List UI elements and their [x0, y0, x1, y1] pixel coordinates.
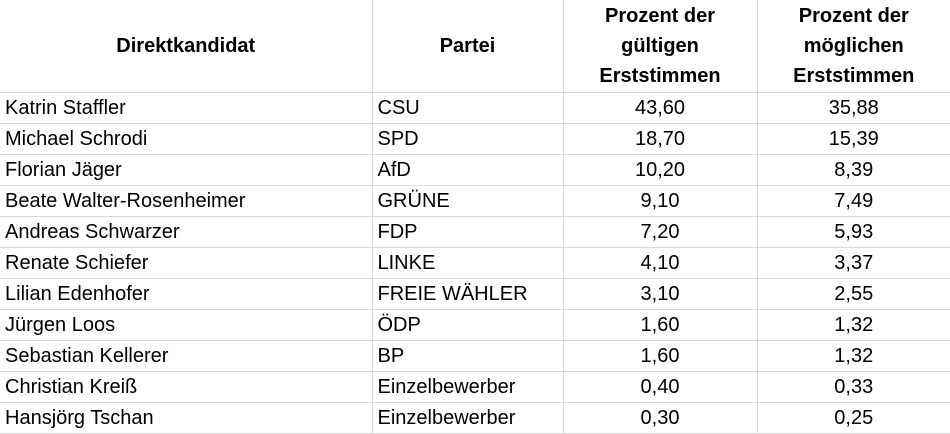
number-cell: 15,39 — [756, 122, 950, 155]
number-cell: 1,32 — [756, 308, 950, 341]
text-cell: Katrin Staffler — [0, 91, 373, 124]
header-text: Partei — [439, 34, 496, 57]
table-row: Lilian Edenhofer FREIE WÄHLER 3,10 2,55 — [0, 277, 950, 310]
header-row: Direktkandidat Partei Prozent der gültigen… — [0, 0, 950, 93]
text-cell: Florian Jäger — [0, 153, 373, 186]
table-row: Beate Walter-Rosenheimer GRÜNE 9,10 7,49 — [0, 184, 950, 217]
number-cell: 1,32 — [756, 339, 950, 372]
text-cell: LINKE — [371, 246, 564, 279]
number-cell: 0,25 — [756, 401, 950, 434]
text-cell: FREIE WÄHLER — [371, 277, 564, 310]
number-cell: 43,60 — [562, 91, 758, 124]
number-cell: 7,20 — [562, 215, 758, 248]
column-header: Prozent der gültigen Erststimmen — [562, 0, 758, 93]
number-cell: 35,88 — [756, 91, 950, 124]
text-cell: AfD — [371, 153, 564, 186]
text-cell: Beate Walter-Rosenheimer — [0, 184, 373, 217]
column-header: Partei — [371, 0, 564, 93]
table-row: Sebastian Kellerer BP 1,60 1,32 — [0, 339, 950, 372]
table-row: Michael Schrodi SPD 18,70 15,39 — [0, 122, 950, 155]
number-cell: 0,33 — [756, 370, 950, 403]
number-cell: 18,70 — [562, 122, 758, 155]
text-cell: Hansjörg Tschan — [0, 401, 373, 434]
number-cell: 1,60 — [562, 339, 758, 372]
text-cell: Renate Schiefer — [0, 246, 373, 279]
table-body: Katrin Staffler CSU 43,60 35,88 Michael Schr… — [0, 91, 950, 434]
column-header: Prozent der möglichen Erststimmen — [756, 0, 950, 93]
table-row: Florian Jäger AfD 10,20 8,39 — [0, 153, 950, 186]
text-cell: CSU — [371, 91, 564, 124]
text-cell: Lilian Edenhofer — [0, 277, 373, 310]
header-text: Prozent der gültigen Erststimmen — [599, 4, 721, 87]
text-cell: Jürgen Loos — [0, 308, 373, 341]
number-cell: 3,37 — [756, 246, 950, 279]
text-cell: GRÜNE — [371, 184, 564, 217]
number-cell: 4,10 — [562, 246, 758, 279]
table-row: Christian Kreiß Einzelbewerber 0,40 0,33 — [0, 370, 950, 403]
text-cell: Einzelbewerber — [371, 370, 564, 403]
number-cell: 10,20 — [562, 153, 758, 186]
text-cell: Sebastian Kellerer — [0, 339, 373, 372]
table-row: Katrin Staffler CSU 43,60 35,88 — [0, 91, 950, 124]
text-cell: FDP — [371, 215, 564, 248]
text-cell: Einzelbewerber — [371, 401, 564, 434]
table-row: Andreas Schwarzer FDP 7,20 5,93 — [0, 215, 950, 248]
number-cell: 0,30 — [562, 401, 758, 434]
text-cell: ÖDP — [371, 308, 564, 341]
column-header: Direktkandidat — [0, 0, 373, 93]
text-cell: Christian Kreiß — [0, 370, 373, 403]
number-cell: 9,10 — [562, 184, 758, 217]
header-text: Direktkandidat — [116, 34, 256, 57]
number-cell: 8,39 — [756, 153, 950, 186]
text-cell: SPD — [371, 122, 564, 155]
table-row: Renate Schiefer LINKE 4,10 3,37 — [0, 246, 950, 279]
number-cell: 3,10 — [562, 277, 758, 310]
number-cell: 0,40 — [562, 370, 758, 403]
number-cell: 7,49 — [756, 184, 950, 217]
number-cell: 5,93 — [756, 215, 950, 248]
text-cell: Michael Schrodi — [0, 122, 373, 155]
header-text: Prozent der möglichen Erststimmen — [793, 4, 915, 87]
table-row: Hansjörg Tschan Einzelbewerber 0,30 0,25 — [0, 401, 950, 434]
text-cell: BP — [371, 339, 564, 372]
table-row: Jürgen Loos ÖDP 1,60 1,32 — [0, 308, 950, 341]
number-cell: 1,60 — [562, 308, 758, 341]
number-cell: 2,55 — [756, 277, 950, 310]
text-cell: Andreas Schwarzer — [0, 215, 373, 248]
